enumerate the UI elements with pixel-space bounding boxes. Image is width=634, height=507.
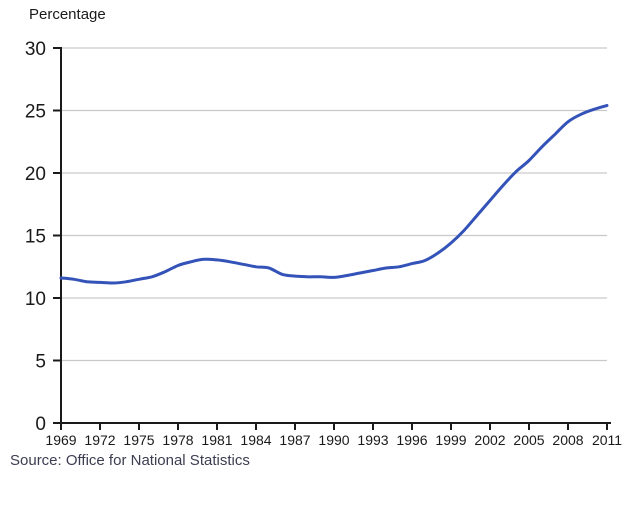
x-tick-label: 1996 — [396, 432, 427, 448]
x-tick-label: 1975 — [123, 432, 154, 448]
x-tick-label: 1993 — [357, 432, 388, 448]
x-tick-label: 2008 — [552, 432, 583, 448]
x-tick-label: 1999 — [435, 432, 466, 448]
x-tick-label: 2005 — [513, 432, 544, 448]
y-tick-label: 10 — [25, 289, 46, 310]
y-tick-label: 0 — [35, 414, 46, 435]
y-tick-label: 20 — [25, 164, 46, 185]
y-tick-label: 5 — [35, 352, 46, 373]
source-note: Source: Office for National Statistics — [10, 452, 250, 469]
x-tick-label: 1981 — [201, 432, 232, 448]
y-tick-label: 15 — [25, 227, 46, 248]
x-tick-label: 2002 — [474, 432, 505, 448]
y-axis-title: Percentage — [29, 6, 106, 23]
data-series-line — [59, 104, 609, 285]
x-tick-label: 1978 — [162, 432, 193, 448]
y-tick-label: 25 — [25, 102, 46, 123]
y-tick-label: 30 — [25, 39, 46, 60]
x-tick-label: 1972 — [84, 432, 115, 448]
x-tick-label: 1987 — [279, 432, 310, 448]
x-tick-label: 1984 — [240, 432, 271, 448]
x-tick-label: 1969 — [45, 432, 76, 448]
x-tick-label: 2011 — [592, 432, 622, 448]
x-tick-label: 1990 — [318, 432, 349, 448]
